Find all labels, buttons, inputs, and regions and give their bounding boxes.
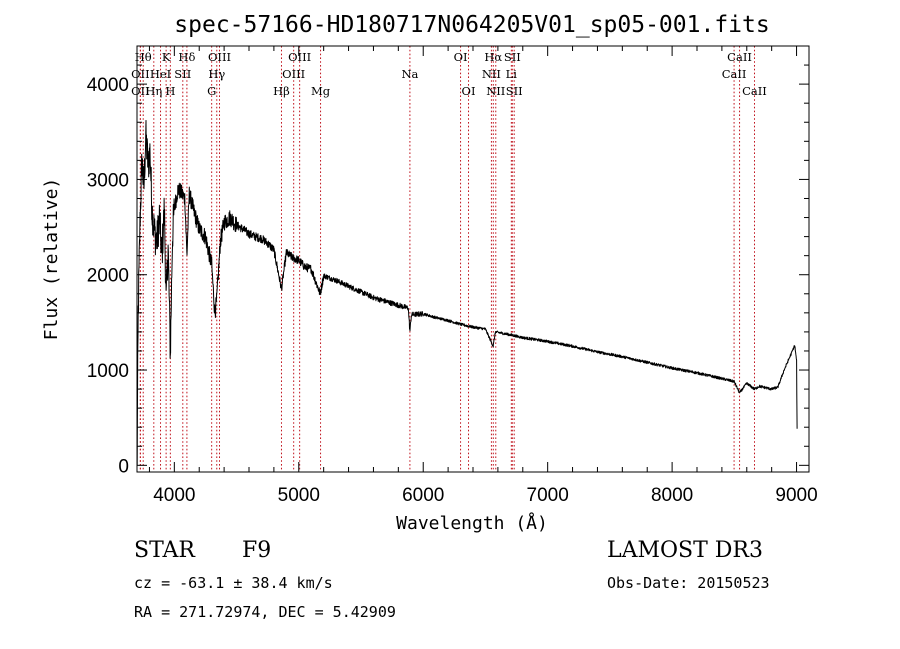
y-tick-label: 2000 — [87, 266, 129, 287]
x-tick-label: 7000 — [527, 485, 569, 506]
plot-frame — [136, 45, 810, 473]
object-class: STAR — [134, 538, 195, 563]
line-marker-label-25: CaII — [722, 67, 747, 81]
redshift-value: cz = -63.1 ± 38.4 km/s — [134, 574, 333, 592]
line-marker-label-16: Na — [401, 67, 418, 81]
chart-title: spec-57166-HD180717N064205V01_sp05-001.f… — [174, 12, 769, 38]
coordinates: RA = 271.72974, DEC = 5.42909 — [134, 603, 396, 621]
line-marker-label-27: CaII — [742, 84, 767, 98]
line-marker-label-8: Hδ — [178, 50, 195, 64]
line-marker-label-5: K — [162, 50, 171, 64]
x-tick-label: 6000 — [402, 485, 444, 506]
subclass: F9 — [242, 538, 272, 563]
line-marker-label-17: OI — [454, 50, 468, 64]
line-marker-label-11: OIII — [208, 50, 231, 64]
line-marker-label-21: NII — [486, 84, 505, 98]
x-axis-label: Wavelength (Å) — [396, 512, 548, 534]
observation-date: Obs-Date: 20150523 — [607, 574, 770, 592]
line-marker-label-3: Hη — [145, 84, 162, 98]
spectrum-line — [136, 120, 798, 466]
y-tick-label: 3000 — [87, 170, 129, 191]
line-marker-label-26: CaII — [727, 50, 752, 64]
line-marker-label-12: Hβ — [273, 84, 290, 98]
line-marker-label-0: Hθ — [135, 50, 152, 64]
line-marker-label-15: Mg — [311, 84, 331, 98]
line-marker-label-22: Li — [506, 67, 518, 81]
y-tick-label: 4000 — [87, 75, 129, 96]
line-marker-label-10: Hγ — [208, 67, 225, 81]
y-tick-label: 1000 — [87, 361, 129, 382]
y-axis-label: Flux (relative) — [41, 178, 62, 341]
line-marker-label-24: SII — [506, 84, 523, 98]
line-marker-label-4: HeI — [150, 67, 171, 81]
axis-ticks: 4000 5000 6000 7000 8000 9000 0 1000 2000 3000 400… — [87, 45, 818, 506]
line-marker-label-7: SII — [174, 67, 191, 81]
survey-name: LAMOST DR3 — [607, 538, 763, 563]
x-tick-label: 5000 — [278, 485, 320, 506]
line-marker-label-20: Hα — [484, 50, 502, 64]
line-marker-label-19: NII — [482, 67, 501, 81]
y-tick-label: 0 — [118, 456, 129, 477]
x-tick-label: 4000 — [153, 485, 195, 506]
line-marker-label-13: OIII — [282, 67, 305, 81]
line-markers — [139, 46, 755, 472]
line-marker-label-1: OII — [131, 67, 150, 81]
line-marker-label-14: OIII — [288, 50, 311, 64]
line-marker-label-18: OI — [462, 84, 476, 98]
line-marker-labels: HθOIIOIIHηHeIKHSIIHδGHγOIIIHβOIIIOIIIMgN… — [131, 50, 767, 98]
line-marker-label-23: SII — [504, 50, 521, 64]
line-marker-label-2: OII — [131, 84, 150, 98]
line-marker-label-9: G — [207, 84, 216, 98]
x-tick-label: 9000 — [775, 485, 817, 506]
line-marker-label-6: H — [165, 84, 175, 98]
x-tick-label: 8000 — [651, 485, 693, 506]
